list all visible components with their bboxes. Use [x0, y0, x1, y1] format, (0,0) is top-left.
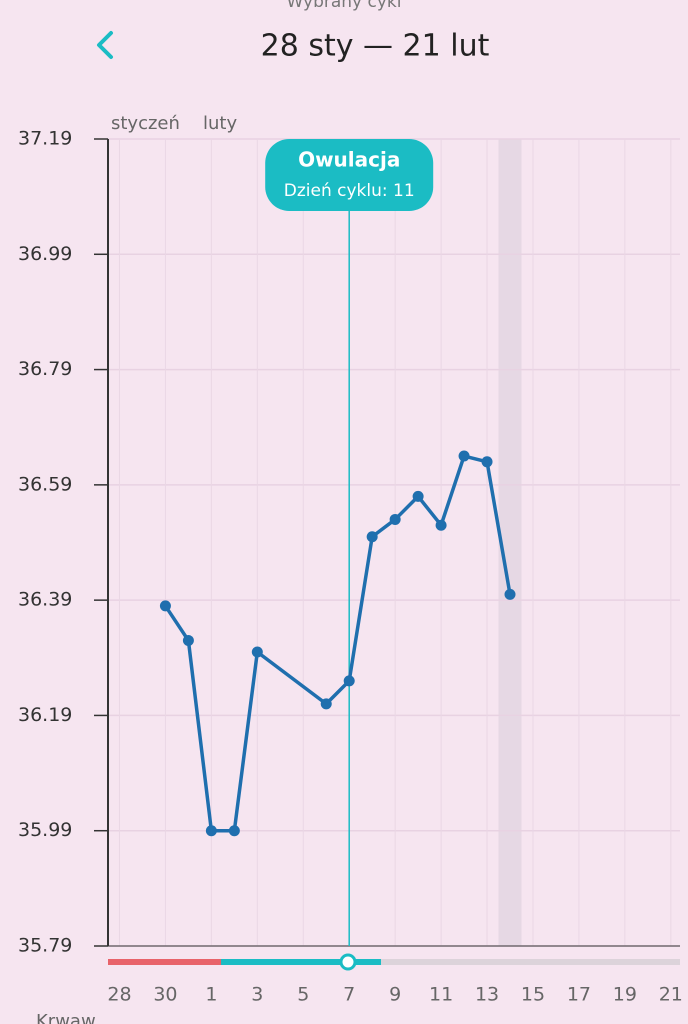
y-tick-label: 36.79: [18, 358, 72, 380]
annotation-title: Owulacja: [298, 148, 400, 172]
x-tick-label: 15: [521, 984, 545, 1006]
x-tick-label: 5: [297, 984, 309, 1006]
data-point: [435, 519, 447, 531]
annotation-text: Dzień cyklu: 11: [284, 181, 415, 201]
y-tick-label: 35.79: [18, 935, 72, 957]
y-tick-label: 36.59: [18, 473, 72, 495]
data-point: [389, 513, 401, 525]
slider-handle[interactable]: [339, 953, 357, 971]
period-bar: [108, 959, 221, 965]
data-point: [504, 588, 516, 600]
x-tick-label: 19: [613, 984, 637, 1006]
y-tick-label: 36.19: [18, 704, 72, 726]
x-tick-label: 3: [251, 984, 263, 1006]
x-tick-label: 21: [659, 984, 683, 1006]
footer-label: Krwaw: [36, 1011, 96, 1024]
plot: 35.79 35.99 36.19 36.39 36.59 36.79 36.99 37.19…: [18, 128, 683, 1006]
data-point: [412, 490, 424, 502]
x-tick-label: 30: [153, 984, 177, 1006]
fertile-bar: [221, 959, 381, 965]
data-point: [366, 531, 378, 543]
data-point: [481, 456, 493, 468]
y-tick-label: 36.39: [18, 589, 72, 611]
supertitle: Wybrany cykl: [287, 0, 402, 12]
data-point: [228, 825, 240, 837]
data-point: [182, 634, 194, 646]
back-button[interactable]: [97, 31, 113, 59]
annotation-box: [265, 139, 434, 211]
data-point: [343, 675, 355, 687]
month-label: luty: [203, 113, 237, 134]
track: [108, 959, 680, 965]
x-tick-label: 11: [429, 984, 453, 1006]
title: 28 sty — 21 lut: [261, 29, 490, 64]
x-tick-label: 28: [107, 984, 131, 1006]
x-tick-label: 17: [567, 984, 591, 1006]
x-tick-label: 13: [475, 984, 499, 1006]
y-tick-label: 36.99: [18, 243, 72, 265]
y-tick-label: 35.99: [18, 819, 72, 841]
highlight-band: [498, 139, 522, 946]
data-point: [205, 825, 217, 837]
data-point: [251, 646, 263, 658]
x-tick-label: 9: [389, 984, 401, 1006]
data-point: [159, 600, 171, 612]
x-tick-label: 7: [343, 984, 355, 1006]
data-point: [458, 450, 470, 462]
data-point: [320, 698, 332, 710]
y-tick-label: 37.19: [18, 128, 72, 150]
month-label: styczeń: [111, 113, 180, 134]
x-tick-label: 1: [205, 984, 217, 1006]
